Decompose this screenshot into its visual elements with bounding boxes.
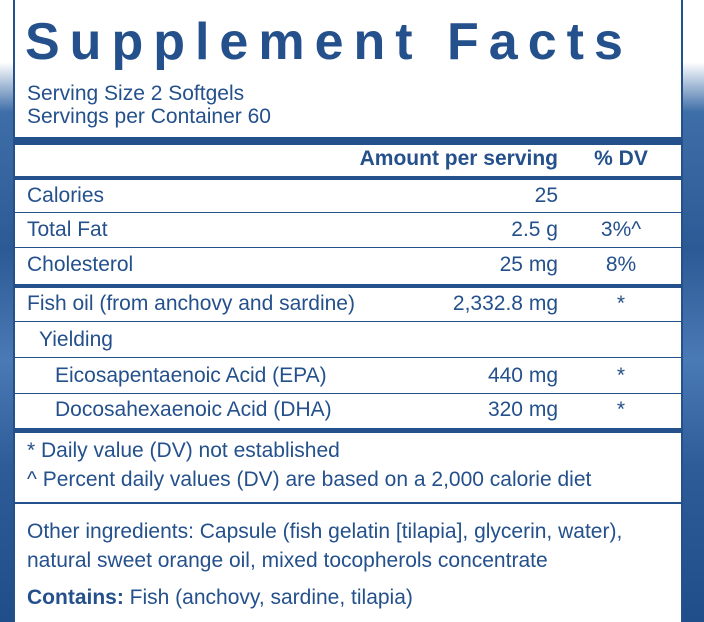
nutrient-name: Yielding [39,328,113,351]
nutrient-dv: 8% [605,253,637,276]
nutrient-row: Eicosapentaenoic Acid (EPA) 440 mg * [15,359,681,393]
nutrient-row: Calories 25 [15,179,681,213]
footnote-daily-values: ^ Percent daily values (DV) are based on… [27,468,592,491]
row-divider [15,393,681,394]
thick-rule-top [15,137,681,145]
row-divider [15,247,681,248]
nutrient-dv: * [616,398,626,421]
nutrient-name: Eicosapentaenoic Acid (EPA) [55,364,327,387]
row-divider [15,212,681,213]
header-rule [15,176,681,180]
row-divider [15,357,681,358]
footnote-dv-not-established: * Daily value (DV) not established [27,439,340,462]
nutrient-row: Yielding [15,323,681,357]
nutrient-name: Cholesterol [27,253,134,276]
column-header-row: Amount per serving % DV [15,142,681,176]
nutrient-row: Fish oil (from anchovy and sardine) 2,33… [15,287,681,321]
thick-rule-bottom [15,428,681,433]
nutrient-amount: 25 mg [499,253,558,276]
contains-text: Fish (anchovy, sardine, tilapia) [123,586,413,609]
nutrient-name: Docosahexaenoic Acid (DHA) [55,398,332,421]
nutrient-dv: 3%^ [600,218,642,241]
nutrient-row: Docosahexaenoic Acid (DHA) 320 mg * [15,393,681,427]
amount-header: Amount per serving [359,147,558,170]
nutrient-amount: 2.5 g [511,218,558,241]
nutrient-amount: 320 mg [487,398,558,421]
contains-label: Contains: [27,586,124,609]
ingredients-section: Other ingredients: Capsule (fish gelatin… [13,504,683,622]
row-divider [15,321,681,322]
nutrient-name: Total Fat [27,218,108,241]
nutrient-amount: 440 mg [487,364,558,387]
servings-per-container: Servings per Container 60 [27,105,271,128]
nutrient-dv: * [616,364,626,387]
dv-header: % DV [594,147,648,170]
other-ingredients-line-2: natural sweet orange oil, mixed tocopher… [27,549,548,572]
nutrient-row: Cholesterol 25 mg 8% [15,248,681,282]
section-rule [15,284,681,288]
nutrient-amount: 25 [534,184,558,207]
nutrient-name: Fish oil (from anchovy and sardine) [27,292,355,315]
nutrient-row: Total Fat 2.5 g 3%^ [15,213,681,247]
panel-title: Supplement Facts [25,13,633,71]
nutrient-amount: 2,332.8 mg [452,292,558,315]
nutrient-name: Calories [27,184,105,207]
supplement-facts-panel: Supplement Facts Serving Size 2 Softgels… [13,0,683,504]
contains-statement: Contains: Fish (anchovy, sardine, tilapi… [27,585,413,611]
nutrient-dv: * [616,292,626,315]
other-ingredients-line-1: Other ingredients: Capsule (fish gelatin… [27,520,623,543]
serving-size: Serving Size 2 Softgels [27,82,245,105]
